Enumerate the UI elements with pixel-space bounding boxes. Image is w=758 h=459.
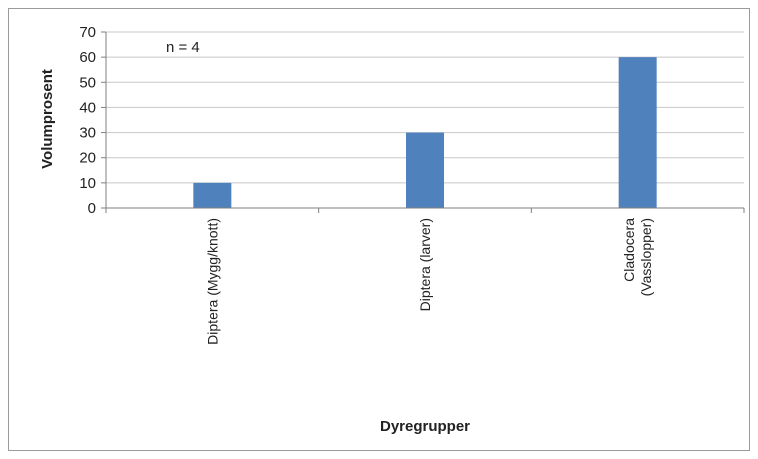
y-tick-label: 20: [79, 150, 96, 167]
x-axis-title: Dyregrupper: [380, 418, 470, 435]
y-tick-label: 50: [79, 74, 96, 91]
sample-size-annotation: n = 4: [166, 39, 200, 56]
x-category-label: Diptera (larver): [417, 218, 433, 311]
bars: [193, 57, 657, 209]
y-tick-label: 60: [79, 49, 96, 66]
y-tick-label: 0: [88, 200, 96, 217]
y-tick-label: 70: [79, 24, 96, 41]
y-tick-label: 40: [79, 99, 96, 116]
y-axis-title: Volumprosent: [39, 69, 56, 169]
x-category-label-line: Diptera (Mygg/knott): [204, 218, 220, 345]
x-category-label: Cladocera(Vasslopper): [621, 218, 654, 297]
x-category-label-line: Diptera (larver): [417, 218, 433, 311]
x-category-label-line: Cladocera: [621, 218, 637, 282]
bar: [193, 182, 232, 208]
bar: [618, 57, 657, 209]
y-tick-label: 30: [79, 125, 96, 142]
x-category-label-line: (Vasslopper): [638, 218, 654, 296]
labels: 0 10 20 30 40 50 60 70 Diptera (Mygg/knott) Dipte…: [79, 24, 654, 345]
bar: [406, 132, 444, 208]
axes: [101, 31, 745, 213]
y-tick-label: 10: [79, 175, 96, 192]
x-category-label: Diptera (Mygg/knott): [204, 218, 220, 345]
